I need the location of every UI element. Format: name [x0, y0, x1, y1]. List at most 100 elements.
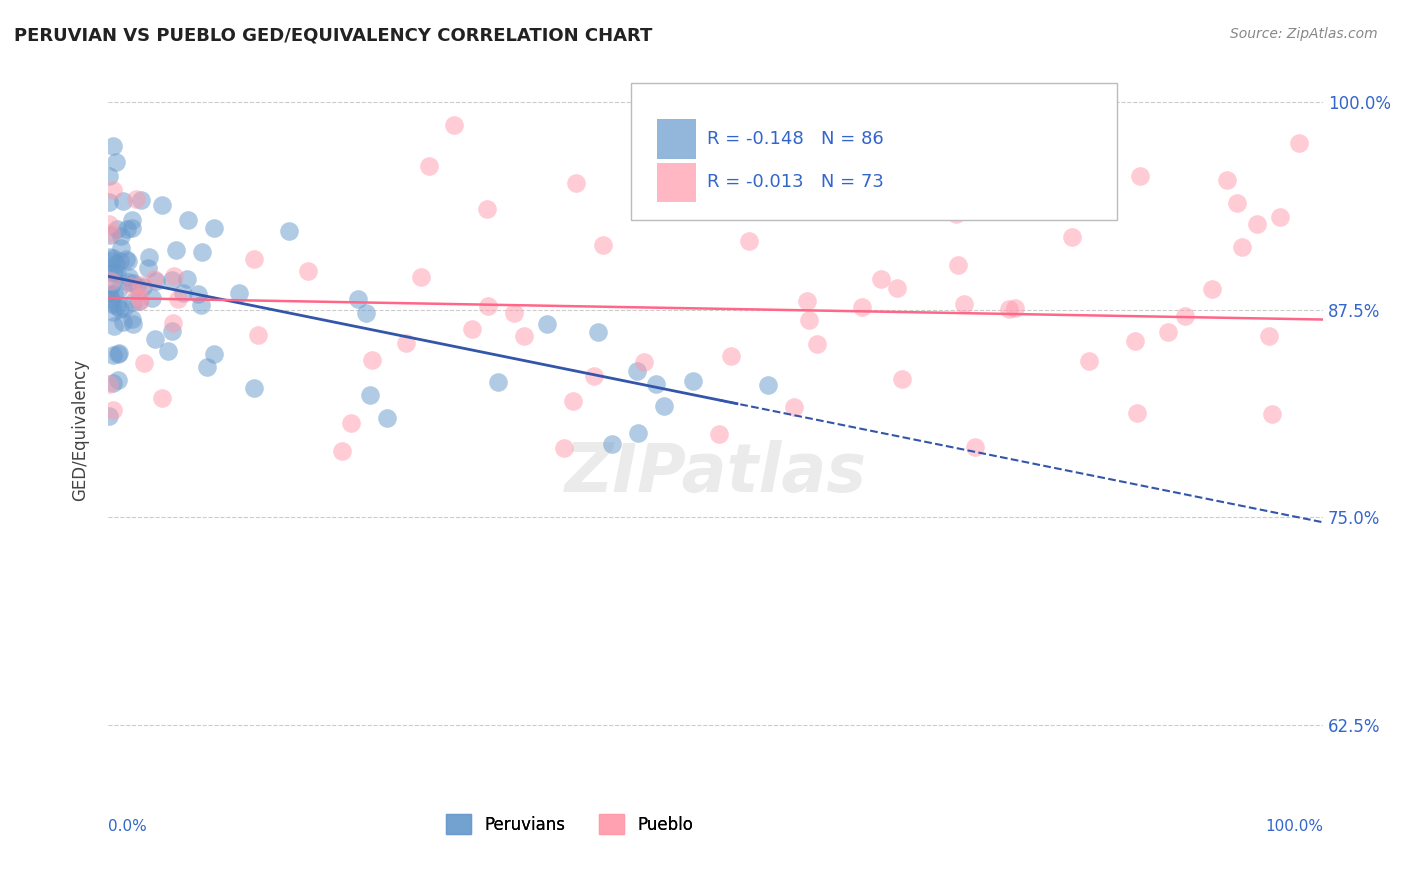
Point — [1004, 301, 1026, 315]
Point — [160, 324, 183, 338]
Point — [796, 293, 818, 308]
Point — [121, 279, 143, 293]
Text: R = -0.013   N = 73: R = -0.013 N = 73 — [707, 173, 884, 191]
Point — [346, 292, 368, 306]
Point — [720, 349, 742, 363]
Point — [682, 374, 704, 388]
Point — [107, 283, 129, 297]
Point — [356, 306, 378, 320]
Point — [475, 202, 498, 216]
Point — [129, 278, 152, 293]
Point — [443, 119, 465, 133]
Point — [1174, 309, 1197, 323]
Point — [340, 416, 363, 430]
Point — [536, 317, 558, 331]
Point — [157, 343, 180, 358]
Point — [108, 254, 131, 268]
Point — [107, 346, 129, 360]
Point — [1216, 173, 1239, 187]
Point — [143, 272, 166, 286]
Point — [330, 444, 353, 458]
Point — [1060, 229, 1083, 244]
Point — [783, 401, 806, 415]
Point — [160, 273, 183, 287]
Point — [1246, 217, 1268, 231]
Point — [869, 271, 891, 285]
Point — [806, 336, 828, 351]
Point — [513, 329, 536, 343]
Point — [953, 296, 976, 310]
Point — [141, 291, 163, 305]
Point — [562, 394, 585, 409]
Point — [553, 441, 575, 455]
Point — [110, 228, 132, 243]
Text: 0.0%: 0.0% — [108, 820, 146, 834]
Point — [121, 213, 143, 227]
Point — [121, 276, 143, 290]
Point — [132, 280, 155, 294]
Y-axis label: GED/Equivalency: GED/Equivalency — [72, 359, 89, 501]
Point — [105, 222, 128, 236]
Point — [98, 254, 121, 268]
Point — [202, 347, 225, 361]
Point — [128, 293, 150, 308]
Point — [121, 220, 143, 235]
Point — [103, 265, 125, 279]
Point — [100, 227, 122, 242]
Point — [1201, 282, 1223, 296]
Point — [418, 159, 440, 173]
Point — [107, 373, 129, 387]
Point — [187, 287, 209, 301]
Point — [107, 346, 129, 360]
Point — [112, 194, 135, 208]
Point — [627, 425, 650, 440]
Point — [166, 292, 188, 306]
Point — [361, 353, 384, 368]
Point — [98, 409, 121, 423]
Point — [738, 234, 761, 248]
Point — [117, 221, 139, 235]
Point — [100, 292, 122, 306]
Point — [100, 278, 122, 293]
Point — [103, 139, 125, 153]
Point — [100, 274, 122, 288]
Point — [98, 217, 121, 231]
Point — [121, 311, 143, 326]
FancyBboxPatch shape — [657, 120, 696, 159]
Point — [1123, 334, 1146, 349]
Point — [98, 169, 121, 184]
Text: PERUVIAN VS PUEBLO GED/EQUIVALENCY CORRELATION CHART: PERUVIAN VS PUEBLO GED/EQUIVALENCY CORRE… — [14, 27, 652, 45]
Point — [129, 193, 152, 207]
Point — [101, 251, 124, 265]
Point — [1128, 169, 1150, 184]
Point — [122, 295, 145, 310]
Point — [582, 369, 605, 384]
Point — [105, 257, 128, 271]
Point — [395, 336, 418, 351]
Point — [172, 286, 194, 301]
Point — [103, 184, 125, 198]
Point — [177, 213, 200, 227]
Legend: Peruvians, Pueblo: Peruvians, Pueblo — [440, 807, 700, 841]
Point — [190, 298, 212, 312]
Point — [165, 243, 187, 257]
Point — [891, 372, 914, 386]
Point — [503, 306, 526, 320]
Point — [136, 261, 159, 276]
Point — [125, 192, 148, 206]
Text: 100.0%: 100.0% — [1265, 820, 1323, 834]
Point — [600, 436, 623, 450]
Point — [101, 297, 124, 311]
Point — [461, 322, 484, 336]
FancyBboxPatch shape — [657, 162, 696, 202]
Point — [103, 376, 125, 391]
Point — [105, 299, 128, 313]
Point — [297, 264, 319, 278]
Point — [112, 315, 135, 329]
Point — [105, 266, 128, 280]
Point — [997, 302, 1019, 317]
Point — [645, 376, 668, 391]
Point — [851, 300, 873, 314]
Point — [242, 252, 264, 267]
Point — [411, 269, 433, 284]
